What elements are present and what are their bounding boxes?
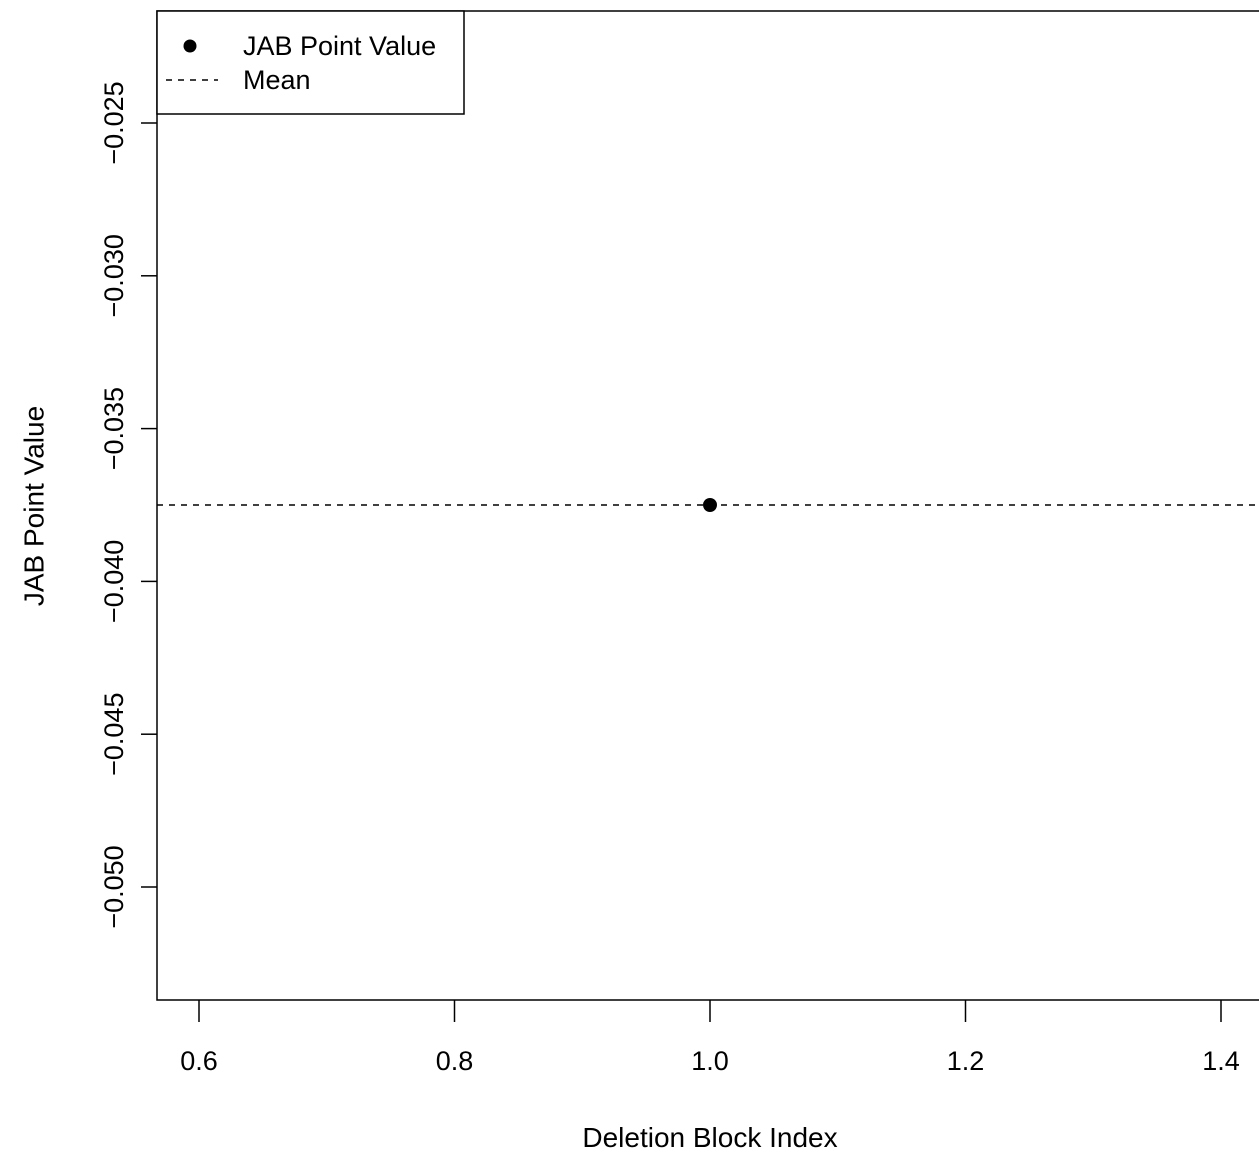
legend-label: JAB Point Value <box>243 31 436 61</box>
y-axis: −0.025 −0.030 −0.035 −0.040 −0.045 −0.050 <box>99 81 157 929</box>
data-point <box>703 498 717 512</box>
y-tick-label: −0.030 <box>99 234 129 317</box>
legend-box <box>156 10 465 115</box>
y-axis-title: JAB Point Value <box>19 406 50 606</box>
x-tick-label: 0.6 <box>180 1046 218 1076</box>
x-tick-label: 0.8 <box>436 1046 474 1076</box>
y-tick-label: −0.035 <box>99 387 129 470</box>
x-tick-label: 1.0 <box>691 1046 729 1076</box>
y-tick-label: −0.025 <box>99 81 129 164</box>
x-tick-label: 1.4 <box>1202 1046 1240 1076</box>
legend: JAB Point Value Mean <box>156 10 465 115</box>
legend-label: Mean <box>243 65 311 95</box>
x-axis: 0.6 0.8 1.0 1.2 1.4 <box>180 1000 1240 1076</box>
x-axis-title: Deletion Block Index <box>582 1122 837 1152</box>
x-tick-label: 1.2 <box>947 1046 985 1076</box>
y-tick-label: −0.045 <box>99 693 129 776</box>
legend-point-symbol <box>183 39 197 53</box>
plot-area <box>156 10 1259 1001</box>
y-tick-label: −0.050 <box>99 845 129 928</box>
y-tick-label: −0.040 <box>99 540 129 623</box>
